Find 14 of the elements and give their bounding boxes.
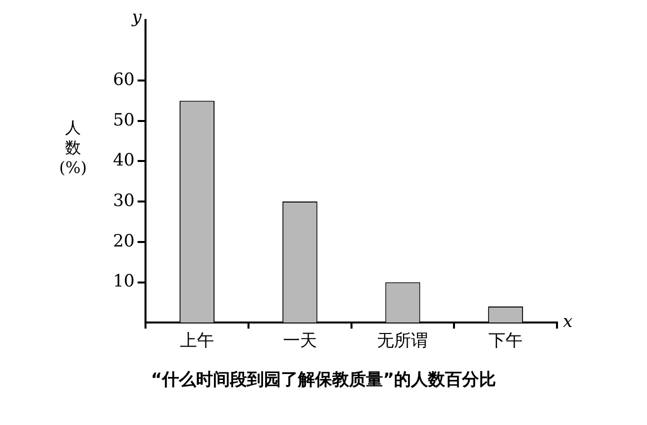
y-tick-label: 10	[112, 272, 135, 292]
x-tick-label: 下午	[488, 331, 523, 352]
y-tick-label: 50	[112, 110, 135, 130]
y-tick-label: 30	[112, 190, 135, 211]
x-axis-title: x	[563, 312, 573, 332]
y-tick-label: 20	[112, 231, 135, 252]
text: y	[131, 7, 142, 28]
y-tick-label: 60	[112, 70, 135, 90]
text: “什么时间段到园了解保教质量”的人数百分比	[150, 369, 498, 391]
x-tick-label: 无所谓	[377, 331, 428, 352]
y-tick-label: 40	[112, 150, 135, 171]
y-axis-title: 人数(%)	[58, 118, 88, 178]
x-tick-label: 一天	[282, 331, 317, 352]
x-tick-label: 上午	[180, 331, 214, 352]
